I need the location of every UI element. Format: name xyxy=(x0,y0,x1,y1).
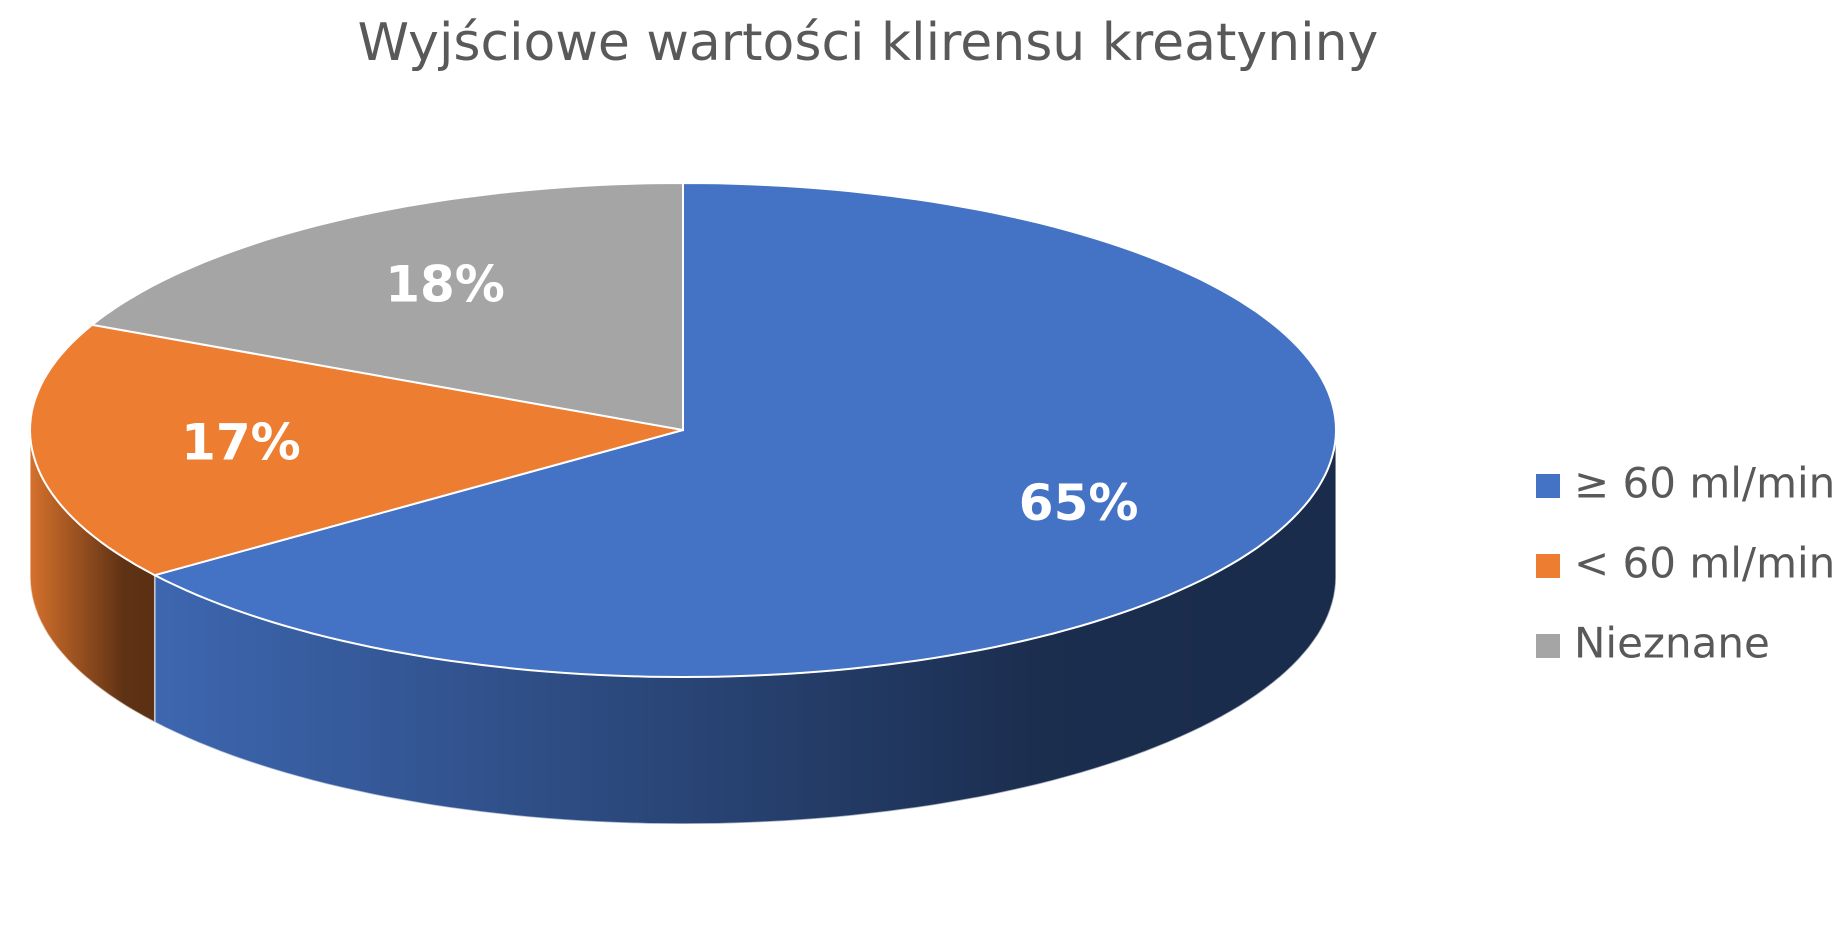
slice xyxy=(151,181,1338,679)
data-label: 65% xyxy=(1019,474,1139,532)
legend-swatch xyxy=(1536,474,1560,498)
slice xyxy=(28,323,684,577)
legend-swatch xyxy=(1536,554,1560,578)
chart-title: Wyjściowe wartości klirensu kreatyniny xyxy=(358,13,1379,73)
data-label: 18% xyxy=(385,256,505,314)
legend-label: Nieznane xyxy=(1574,619,1770,668)
legend-label: < 60 ml/min xyxy=(1574,539,1835,588)
slice xyxy=(89,181,684,432)
legend-label: ≥ 60 ml/min xyxy=(1574,459,1835,508)
legend-swatch xyxy=(1536,634,1560,658)
data-label: 17% xyxy=(181,413,301,471)
